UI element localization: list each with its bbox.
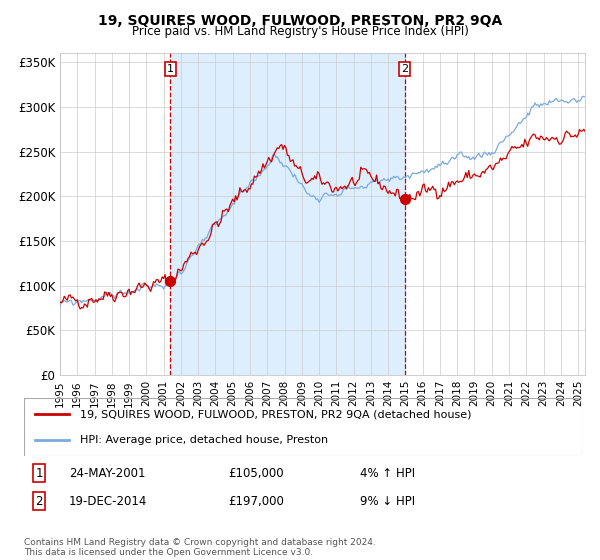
Text: 19, SQUIRES WOOD, FULWOOD, PRESTON, PR2 9QA (detached house): 19, SQUIRES WOOD, FULWOOD, PRESTON, PR2 … xyxy=(80,409,472,419)
Point xyxy=(400,194,410,203)
Text: Price paid vs. HM Land Registry's House Price Index (HPI): Price paid vs. HM Land Registry's House … xyxy=(131,25,469,38)
Text: 2: 2 xyxy=(401,64,408,74)
Text: 24-MAY-2001: 24-MAY-2001 xyxy=(69,466,146,480)
Text: £105,000: £105,000 xyxy=(228,466,284,480)
Text: 19-DEC-2014: 19-DEC-2014 xyxy=(69,494,148,508)
Text: 4% ↑ HPI: 4% ↑ HPI xyxy=(360,466,415,480)
Text: 1: 1 xyxy=(167,64,173,74)
Text: HPI: Average price, detached house, Preston: HPI: Average price, detached house, Pres… xyxy=(80,435,328,445)
Point xyxy=(166,277,175,286)
Text: 1: 1 xyxy=(35,466,43,480)
Text: 19, SQUIRES WOOD, FULWOOD, PRESTON, PR2 9QA: 19, SQUIRES WOOD, FULWOOD, PRESTON, PR2 … xyxy=(98,14,502,28)
Text: 2: 2 xyxy=(35,494,43,508)
Text: Contains HM Land Registry data © Crown copyright and database right 2024.
This d: Contains HM Land Registry data © Crown c… xyxy=(24,538,376,557)
Bar xyxy=(170,53,405,375)
Text: £197,000: £197,000 xyxy=(228,494,284,508)
Text: 9% ↓ HPI: 9% ↓ HPI xyxy=(360,494,415,508)
